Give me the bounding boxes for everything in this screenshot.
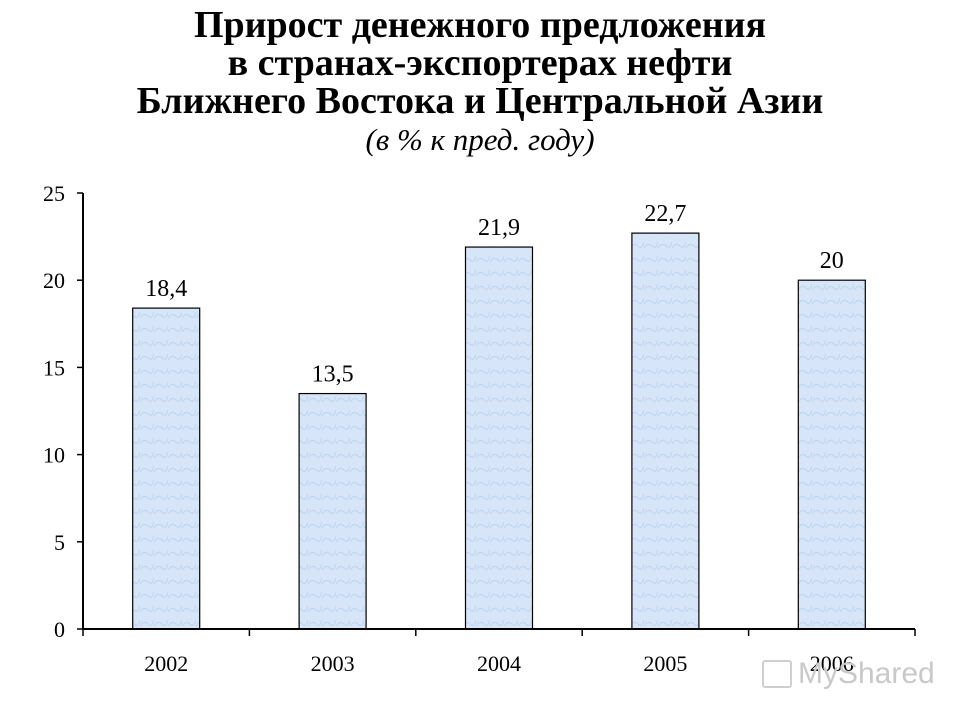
- chart-title-block: Прирост денежного предложения в странах-…: [0, 6, 960, 158]
- y-tick-label-15: 15: [43, 355, 65, 380]
- chart-title-line-3: Ближнего Востока и Центральной Азии: [136, 80, 824, 122]
- watermark-icon: [762, 660, 792, 688]
- x-tick-label-2006: 2006: [810, 651, 854, 676]
- bar-2004: [464, 246, 534, 630]
- bar-2006: [797, 279, 866, 630]
- watermark-text: MyShared: [798, 657, 935, 690]
- y-tick-label-0: 0: [54, 617, 65, 642]
- data-label-2006: 20: [820, 248, 844, 274]
- x-tick-label-2002: 2002: [144, 651, 188, 676]
- bar-2005: [631, 232, 700, 630]
- x-tick-label-2004: 2004: [477, 651, 521, 676]
- bar-2002: [132, 307, 201, 630]
- x-tick-label-2003: 2003: [311, 651, 355, 676]
- watermark-logo: MyShared: [762, 654, 935, 694]
- y-tick-label-5: 5: [54, 530, 65, 555]
- labels-layer: 18,4 2002 13,5 2003 21,9 2004 22,7 2005 20 2006 0 5…: [43, 181, 854, 676]
- axes-layer: [77, 192, 916, 636]
- y-tick-label-10: 10: [43, 443, 65, 468]
- data-label-2005: 22,7: [644, 201, 686, 227]
- data-label-2002: 18,4: [145, 276, 187, 302]
- chart-title-line-2: в странах-экспортерах нефти: [227, 42, 733, 84]
- chart-subtitle: (в % к пред. году): [365, 122, 595, 157]
- y-tick-label-25: 25: [43, 181, 65, 206]
- x-tick-label-2005: 2005: [643, 651, 687, 676]
- data-label-2004: 21,9: [478, 215, 520, 241]
- bars-layer: [132, 232, 866, 630]
- y-tick-label-20: 20: [43, 268, 65, 293]
- chart-title-line-1: Прирост денежного предложения: [193, 4, 767, 46]
- data-label-2003: 13,5: [312, 362, 354, 388]
- bar-2003: [298, 392, 367, 630]
